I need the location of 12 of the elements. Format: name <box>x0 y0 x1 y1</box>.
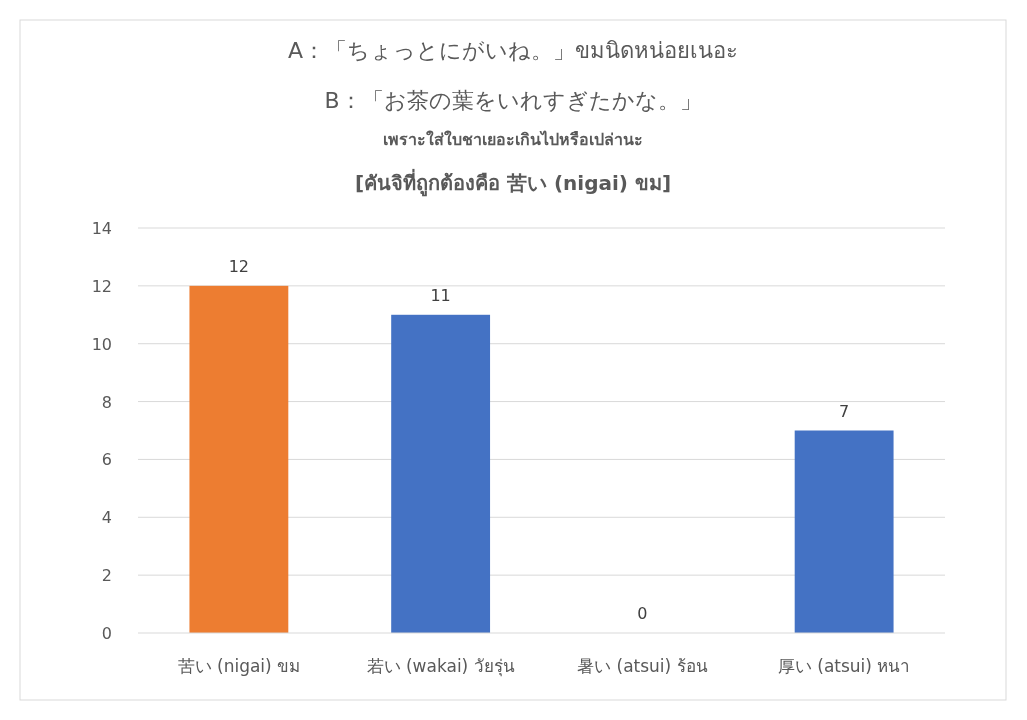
y-tick-label: 12 <box>91 276 112 296</box>
y-tick-label: 8 <box>101 392 112 412</box>
title: A：「ちょっとにがいね。」ขมนิดหน่อยเนอะ <box>287 38 739 63</box>
y-tick-label: 2 <box>101 566 112 586</box>
y-tick-label: 0 <box>101 624 112 643</box>
y-tick-label: 10 <box>91 334 112 354</box>
y-tick-label: 4 <box>101 508 112 528</box>
y-tick-label: 14 <box>91 219 112 238</box>
y-tick-label: 6 <box>101 450 112 470</box>
subtitle: B：「お茶の葉をいれすぎたかな。」 <box>324 88 702 113</box>
annotation: [คันจิที่ถูกต้องคือ 苦い (nigai) ขม] <box>354 171 672 195</box>
annotation: เพราะใส่ใบชาเยอะเกินไปหรือเปล่านะ <box>383 130 643 149</box>
